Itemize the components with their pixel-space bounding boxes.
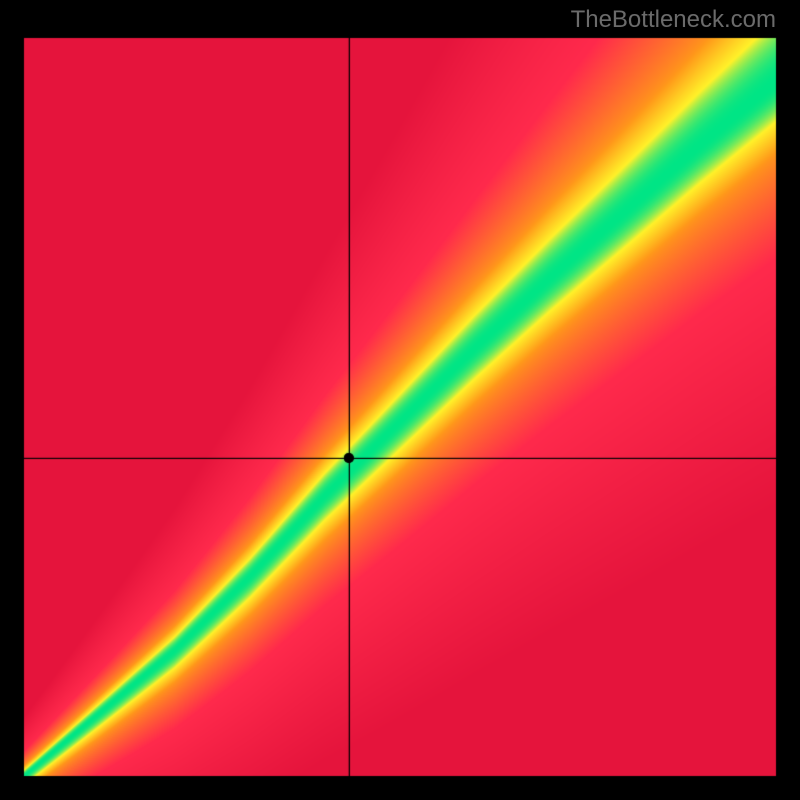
- chart-container: TheBottleneck.com: [0, 0, 800, 800]
- bottleneck-heatmap: [0, 0, 800, 800]
- watermark-text: TheBottleneck.com: [571, 6, 776, 34]
